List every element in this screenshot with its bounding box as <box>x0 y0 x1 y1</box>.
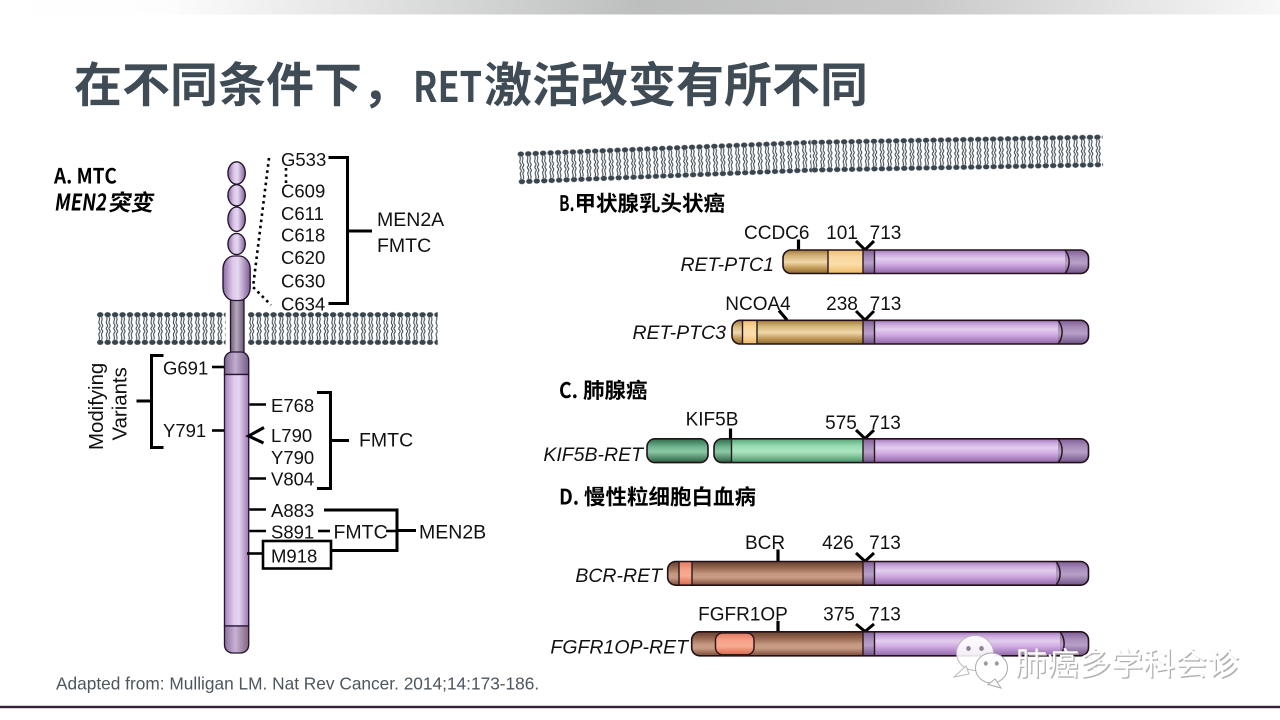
svg-text:713: 713 <box>869 413 901 434</box>
svg-text:KIF5B: KIF5B <box>686 410 739 431</box>
svg-text:V804: V804 <box>271 469 314 490</box>
svg-text:101: 101 <box>826 223 858 244</box>
svg-text:E768: E768 <box>271 395 314 416</box>
svg-text:238: 238 <box>826 294 858 315</box>
svg-text:MEN2A: MEN2A <box>377 209 444 231</box>
svg-text:NCOA4: NCOA4 <box>725 294 791 315</box>
svg-text:C634: C634 <box>281 294 325 315</box>
svg-text:C620: C620 <box>281 247 325 268</box>
svg-text:CCDC6: CCDC6 <box>744 223 809 244</box>
svg-text:375: 375 <box>823 605 855 626</box>
svg-text:Y790: Y790 <box>271 447 314 468</box>
svg-text:KIF5B-RET: KIF5B-RET <box>543 444 645 466</box>
svg-text:L790: L790 <box>271 425 312 446</box>
svg-text:Variants: Variants <box>110 367 132 440</box>
svg-text:Modifying: Modifying <box>86 363 108 450</box>
svg-text:M918: M918 <box>271 546 317 567</box>
svg-text:MEN2B: MEN2B <box>419 522 486 544</box>
svg-text:BCR-RET: BCR-RET <box>575 565 664 587</box>
svg-text:713: 713 <box>870 223 902 244</box>
svg-text:713: 713 <box>870 294 902 315</box>
svg-text:FMTC: FMTC <box>359 430 413 452</box>
svg-text:C630: C630 <box>281 271 325 292</box>
svg-text:RET-PTC1: RET-PTC1 <box>680 254 774 276</box>
svg-text:Adapted from: Mulligan LM. Nat: Adapted from: Mulligan LM. Nat Rev Cance… <box>56 674 539 694</box>
svg-text:FMTC: FMTC <box>377 235 431 257</box>
svg-text:S891: S891 <box>271 522 314 543</box>
svg-text:BCR: BCR <box>745 533 785 554</box>
svg-text:RET-PTC3: RET-PTC3 <box>632 322 726 344</box>
svg-text:FGFR1OP-RET: FGFR1OP-RET <box>550 637 690 659</box>
svg-text:713: 713 <box>869 605 901 626</box>
svg-text:C618: C618 <box>281 225 325 246</box>
svg-text:Y791: Y791 <box>163 420 206 441</box>
svg-text:C609: C609 <box>281 181 325 202</box>
svg-text:575: 575 <box>825 413 857 434</box>
svg-text:C611: C611 <box>281 203 324 224</box>
svg-text:FMTC: FMTC <box>334 522 388 544</box>
svg-text:A883: A883 <box>271 500 314 521</box>
svg-text:G533: G533 <box>281 149 326 170</box>
svg-text:FGFR1OP: FGFR1OP <box>698 605 788 626</box>
svg-text:G691: G691 <box>163 358 208 379</box>
svg-text:713: 713 <box>869 533 901 554</box>
svg-text:426: 426 <box>822 533 854 554</box>
